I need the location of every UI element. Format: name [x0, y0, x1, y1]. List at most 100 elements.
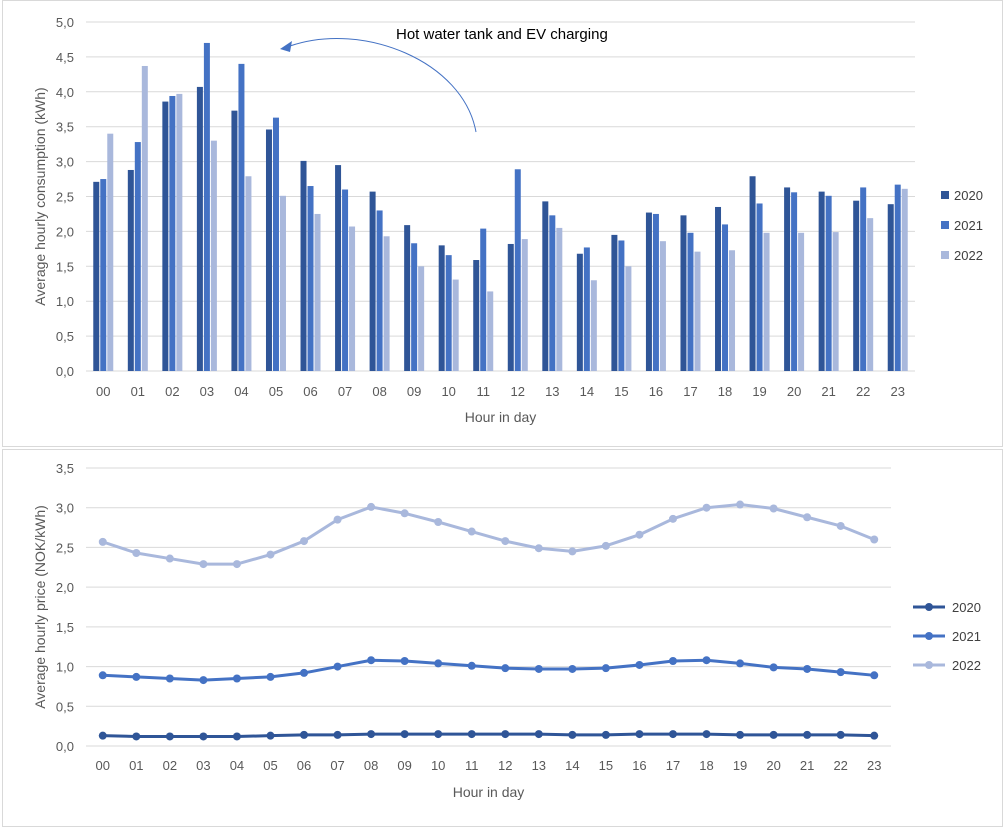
x-tick-label: 11	[465, 758, 479, 773]
bar-2020-23	[887, 204, 894, 371]
y-axis-title: Average hourly consumption (kWh)	[32, 87, 48, 305]
point-2021-01	[132, 672, 141, 681]
point-2022-16	[635, 530, 644, 539]
x-tick-label: 09	[397, 758, 411, 773]
y-tick-label: 3,5	[56, 120, 74, 135]
bar-2020-02	[162, 101, 169, 372]
bar-2020-01	[127, 169, 134, 371]
point-2021-17	[668, 657, 677, 666]
y-tick-label: 1,0	[56, 294, 74, 309]
bar-2021-12	[514, 169, 521, 371]
point-2022-04	[232, 560, 241, 569]
point-2021-15	[601, 664, 610, 673]
bar-2022-19	[763, 232, 770, 371]
point-2020-11	[467, 730, 476, 739]
bar-2021-14	[583, 247, 590, 371]
point-2022-02	[165, 554, 174, 563]
point-2022-01	[132, 548, 141, 557]
bar-2020-20	[784, 187, 791, 371]
bar-2020-10	[438, 245, 445, 371]
point-2022-13	[534, 544, 543, 553]
legend-swatch-2020	[941, 191, 949, 199]
x-tick-label: 14	[565, 758, 579, 773]
point-2021-22	[836, 668, 845, 677]
x-tick-label: 08	[372, 384, 386, 399]
x-tick-label: 03	[200, 384, 214, 399]
bar-2020-06	[300, 160, 307, 371]
bar-2022-04	[245, 176, 252, 371]
bar-2022-00	[107, 133, 114, 371]
consumption-bar-chart: 0,0 0,5 1,0 1,5 2,0 2,5 3,0 3,5 4,0 4,5 5,0 00 01 02 0…	[32, 15, 983, 425]
point-2020-21	[803, 730, 812, 739]
bar-2022-23	[901, 188, 908, 371]
x-tick-label: 00	[96, 384, 110, 399]
bar-2022-12	[521, 239, 528, 371]
bar-2021-06	[307, 186, 314, 371]
bar-2022-08	[383, 236, 390, 371]
bar-2021-07	[342, 189, 349, 371]
legend-marker-2020	[925, 603, 933, 611]
x-tick-label: 01	[131, 384, 145, 399]
bar-2021-03	[203, 42, 210, 371]
x-tick-label: 22	[856, 384, 870, 399]
x-tick-label: 06	[297, 758, 311, 773]
point-2022-22	[836, 521, 845, 530]
point-2020-23	[870, 731, 879, 740]
point-2022-17	[668, 514, 677, 523]
consumption-chart-panel: 0,0 0,5 1,0 1,5 2,0 2,5 3,0 3,5 4,0 4,5 5,0 00 01 02 0…	[2, 0, 1003, 447]
point-2022-15	[601, 541, 610, 550]
annotation-arrow	[289, 38, 477, 133]
point-2022-07	[333, 515, 342, 524]
point-2020-15	[601, 730, 610, 739]
x-tick-label: 06	[303, 384, 317, 399]
point-2020-02	[165, 732, 174, 741]
bar-2020-14	[576, 253, 583, 371]
x-tick-label: 18	[718, 384, 732, 399]
point-2021-00	[98, 671, 107, 680]
point-2021-02	[165, 674, 174, 683]
line-2022	[102, 503, 875, 566]
bar-2022-06	[314, 213, 321, 371]
x-tick-label: 03	[196, 758, 210, 773]
point-2020-18	[702, 730, 711, 739]
y-tick-label: 1,0	[56, 660, 74, 675]
bar-2022-17	[694, 251, 701, 371]
bar-2022-11	[487, 291, 494, 371]
bar-2022-09	[418, 266, 425, 371]
x-tick-label: 05	[263, 758, 277, 773]
point-2022-11	[467, 527, 476, 536]
bar-2022-07	[349, 226, 356, 371]
legend-label-2021: 2021	[954, 218, 983, 233]
x-tick-label: 15	[614, 384, 628, 399]
point-2021-08	[367, 656, 376, 665]
bar-2021-11	[480, 228, 487, 371]
bar-2022-14	[590, 280, 597, 371]
x-tick-label: 14	[580, 384, 594, 399]
x-tick-label: 13	[532, 758, 546, 773]
bar-2022-22	[867, 218, 874, 371]
point-2022-00	[98, 537, 107, 546]
point-2020-07	[333, 730, 342, 739]
bar-2020-22	[853, 200, 860, 371]
series-2021	[100, 42, 901, 371]
series-2022	[98, 500, 879, 569]
bar-2021-18	[722, 224, 729, 371]
bar-2022-01	[141, 65, 148, 371]
legend-label-2020: 2020	[954, 188, 983, 203]
y-tick-label: 1,5	[56, 259, 74, 274]
x-tick-label: 10	[431, 758, 445, 773]
x-tick-label: 19	[752, 384, 766, 399]
bar-2020-12	[507, 243, 514, 371]
legend-label-2022: 2022	[954, 248, 983, 263]
bar-2022-18	[729, 250, 736, 371]
point-2021-05	[266, 672, 275, 681]
point-2021-19	[736, 659, 745, 668]
bar-2020-05	[265, 129, 272, 371]
x-tick-label: 20	[766, 758, 780, 773]
legend-marker-2022	[925, 661, 933, 669]
bar-2022-21	[832, 232, 839, 371]
point-2021-04	[232, 674, 241, 683]
bar-2021-17	[687, 232, 694, 371]
point-2021-14	[568, 664, 577, 673]
point-2022-05	[266, 550, 275, 559]
